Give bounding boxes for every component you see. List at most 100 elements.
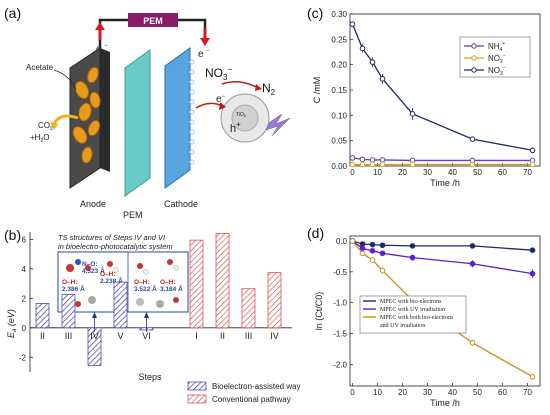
panel-c-label: (c) xyxy=(307,5,323,21)
pem-resistor xyxy=(128,13,178,27)
ytick-label: 0.30 xyxy=(331,10,347,19)
series-line-0 xyxy=(352,157,533,162)
no3-label: NO3− xyxy=(205,65,232,82)
ts-molecules-right xyxy=(136,259,179,308)
b-ytick-label: 2 xyxy=(22,294,27,303)
bar-conv-IV xyxy=(267,272,282,329)
svg-text:O–H:: O–H: xyxy=(62,279,78,286)
data-point-1 xyxy=(469,161,476,168)
panel-d-label: (d) xyxy=(307,225,324,241)
data-point-0 xyxy=(379,242,386,249)
wire-left xyxy=(98,18,128,55)
panel-c-plot: 0 10 20 30 40 50 60 70 0.00 0.05 0.10 0.15 0.20 0.25 0… xyxy=(312,10,541,188)
x-axis-title: Time /h xyxy=(430,398,460,408)
data-point-0 xyxy=(359,156,366,163)
data-point-2 xyxy=(349,21,356,27)
data-point-2 xyxy=(369,59,376,65)
b-xtick-label-bio: V xyxy=(117,331,123,341)
data-point-2 xyxy=(379,267,386,274)
panel-a-schematic: (a) PEM e − e − xyxy=(4,5,291,220)
ytick-label: 0.20 xyxy=(331,61,347,70)
acetate-arrow xyxy=(53,69,77,91)
no3-to-n2-head xyxy=(255,84,262,91)
ytick-label: 0.10 xyxy=(331,111,347,120)
xtick-label: 60 xyxy=(498,168,507,177)
panel-b-ylabel: Ea (eV) xyxy=(6,309,18,338)
e-left-minus: − xyxy=(104,43,108,49)
data-point-1 xyxy=(369,161,376,168)
xtick-label: 40 xyxy=(448,168,457,177)
bar-conv-III xyxy=(241,288,256,329)
xtick-label: 50 xyxy=(473,388,482,397)
arrow-up-head xyxy=(95,22,105,30)
svg-text:N–O:: N–O: xyxy=(82,261,98,268)
y-axis-title: C /mM xyxy=(312,77,322,104)
ts-title-line1: TS structures of Steps IV and VI xyxy=(58,233,165,242)
data-point-2 xyxy=(529,147,536,154)
bar-conv-II xyxy=(215,233,230,329)
b-ytick-label: -2 xyxy=(19,353,27,362)
pem-resistor-label: PEM xyxy=(143,16,163,26)
data-point-0 xyxy=(409,243,416,249)
y-axis-title: ln (Ct/C0) xyxy=(314,292,324,331)
xtick-label: 60 xyxy=(498,388,507,397)
panel-b-xlabel: Steps xyxy=(138,372,162,382)
n2-label: N2 xyxy=(262,81,276,97)
ytick-label: 0.0 xyxy=(336,237,348,246)
legend-marker xyxy=(471,55,477,61)
svg-text:O–H:: O–H: xyxy=(134,279,150,286)
bar-bio-III xyxy=(61,294,76,329)
svg-text:3.184 Å: 3.184 Å xyxy=(160,284,183,293)
pem-bottom-label: PEM xyxy=(123,210,143,220)
xtick-label: 40 xyxy=(448,388,457,397)
data-point-0 xyxy=(379,157,386,163)
electron-transfer-arrow xyxy=(195,102,223,109)
anode-side xyxy=(100,48,110,172)
svg-text:+H2O: +H2O xyxy=(30,133,49,144)
data-point-2 xyxy=(409,111,416,117)
b-xtick-label-bio: II xyxy=(40,331,45,341)
xtick-label: 20 xyxy=(398,388,407,397)
no3-to-n2-arrow xyxy=(221,81,259,89)
data-point-2 xyxy=(529,373,536,380)
panel-b-inset-arrows xyxy=(92,312,149,332)
series-line-0 xyxy=(352,240,533,251)
legend-label: MPEC with both bio-electrons xyxy=(380,315,454,321)
e-right-label: e xyxy=(198,49,204,60)
x-axis-title: Time /h xyxy=(430,178,460,188)
xtick-label: 0 xyxy=(350,168,355,177)
data-point-2 xyxy=(359,45,366,52)
legend-marker xyxy=(471,67,477,73)
b-xtick-label-conv: III xyxy=(245,331,253,341)
legend-label-conv: Conventional pathway xyxy=(212,395,291,404)
acetate-label: Acetate xyxy=(26,63,54,72)
e-mid-label: e− xyxy=(216,94,226,105)
ytick-label: -1.5 xyxy=(333,330,347,339)
xtick-label: 50 xyxy=(473,168,482,177)
b-xtick-label-conv: I xyxy=(195,331,198,341)
uv-light-icon xyxy=(265,113,291,137)
e-right-minus: − xyxy=(206,48,210,54)
data-point-2 xyxy=(349,238,356,244)
panel-b-label: (b) xyxy=(4,227,21,243)
svg-text:2.238 Å: 2.238 Å xyxy=(100,276,123,285)
svg-text:O–H:: O–H: xyxy=(100,271,116,278)
ts-left-distances: N–O: 4.323 Å O–H: 2.386 Å O–H: 2.238 Å xyxy=(62,261,123,293)
data-point-2 xyxy=(469,136,476,142)
tio2-label: TiO2 xyxy=(236,112,247,118)
xtick-label: 0 xyxy=(350,388,355,397)
data-point-2 xyxy=(359,250,366,257)
bacteria-cluster xyxy=(72,66,101,164)
plot-frame xyxy=(349,235,541,387)
ts-right-distances: O–H: 3.522 Å O–H: 3.184 Å xyxy=(134,279,183,293)
ytick-label: -1.0 xyxy=(333,299,347,308)
data-point-0 xyxy=(469,243,476,249)
xtick-label: 70 xyxy=(523,388,532,397)
ytick-label: 0.05 xyxy=(331,137,347,146)
b-xtick-label-conv: II xyxy=(220,331,225,341)
data-point-1 xyxy=(529,270,536,277)
data-point-1 xyxy=(359,161,366,168)
pem-membrane xyxy=(124,49,151,197)
bar-bio-II xyxy=(35,303,50,329)
